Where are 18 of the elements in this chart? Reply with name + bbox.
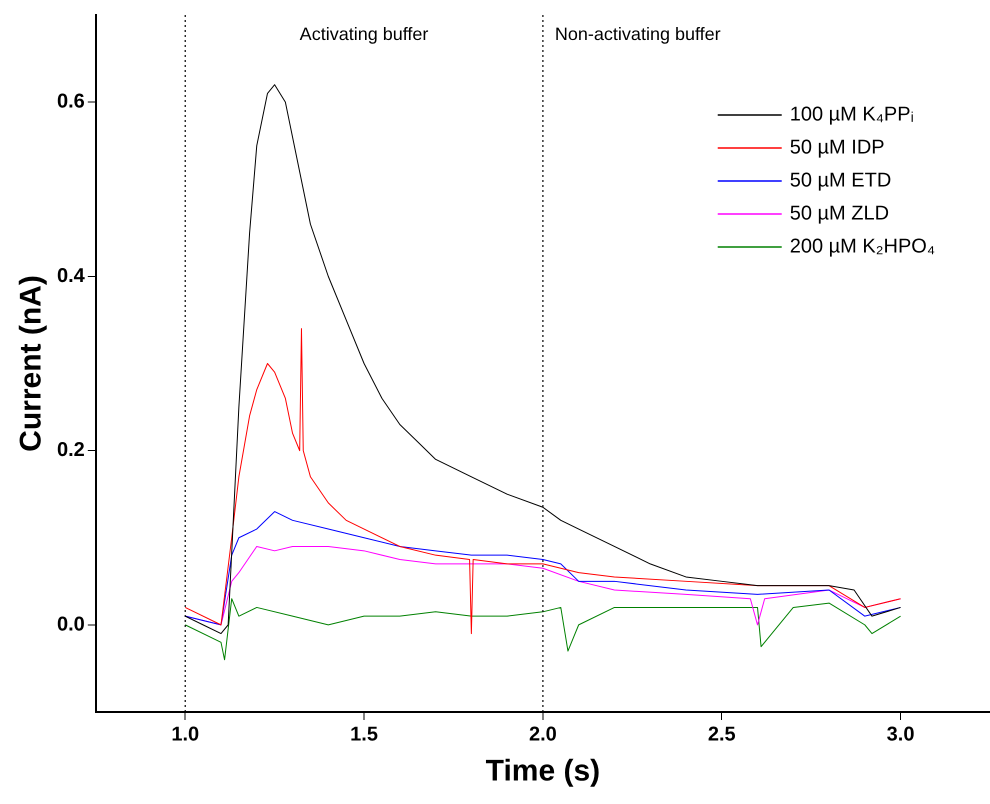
- x-tick-label: 2.0: [528, 724, 557, 746]
- legend-label: 50 µM IDP: [790, 136, 885, 159]
- x-tick-label: 1.5: [350, 724, 378, 746]
- y-tick-label: 0.0: [56, 613, 85, 636]
- annotation: Activating buffer: [300, 24, 428, 44]
- legend-label: 50 µM ZLD: [790, 202, 890, 225]
- y-tick-label: 0.2: [56, 439, 85, 462]
- y-tick-label: 0.4: [56, 264, 86, 287]
- x-tick-label: 1.0: [171, 724, 200, 746]
- annotation: Non-activating buffer: [554, 24, 721, 44]
- legend-label: 200 µM K₂HPO₄: [790, 236, 936, 258]
- legend-label: 50 µM ETD: [790, 170, 892, 192]
- y-tick-label: 0.6: [56, 90, 85, 113]
- x-axis-title: Time (s): [486, 754, 600, 788]
- legend-label: 100 µM K₄PPᵢ: [790, 104, 914, 126]
- x-tick-label: 2.5: [708, 724, 736, 746]
- x-tick-label: 3.0: [886, 724, 914, 746]
- y-axis-title: Current (nA): [14, 275, 48, 452]
